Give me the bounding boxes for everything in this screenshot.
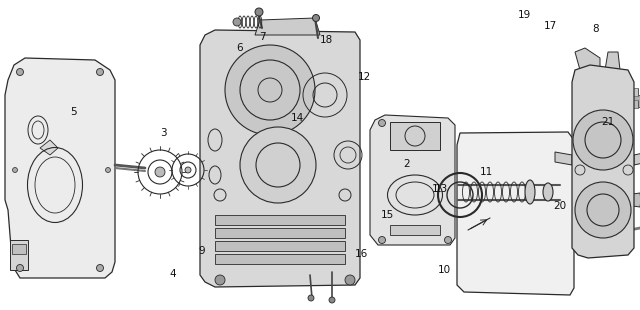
Text: 18: 18 <box>320 35 333 45</box>
Text: 4: 4 <box>170 269 176 279</box>
Text: 20: 20 <box>554 201 566 211</box>
Text: 7: 7 <box>259 32 266 42</box>
Circle shape <box>225 45 315 135</box>
Polygon shape <box>575 48 600 70</box>
Circle shape <box>329 297 335 303</box>
Bar <box>624 100 638 108</box>
Circle shape <box>106 167 111 172</box>
Circle shape <box>17 264 24 272</box>
Circle shape <box>312 15 319 21</box>
Circle shape <box>215 275 225 285</box>
Text: 21: 21 <box>602 117 614 127</box>
Circle shape <box>233 18 241 26</box>
Circle shape <box>573 110 633 170</box>
Circle shape <box>185 167 191 173</box>
Bar <box>215 254 345 264</box>
Ellipse shape <box>543 183 553 201</box>
Text: 5: 5 <box>70 107 77 117</box>
Bar <box>215 241 345 251</box>
Circle shape <box>308 295 314 301</box>
Ellipse shape <box>525 180 535 204</box>
Text: 3: 3 <box>160 128 166 138</box>
Bar <box>215 215 345 225</box>
Circle shape <box>97 69 104 76</box>
Text: 11: 11 <box>480 167 493 177</box>
Circle shape <box>17 69 24 76</box>
Polygon shape <box>634 152 640 165</box>
Circle shape <box>378 119 385 126</box>
Circle shape <box>97 264 104 272</box>
Text: 1: 1 <box>432 184 438 194</box>
Text: 17: 17 <box>544 21 557 31</box>
Circle shape <box>345 275 355 285</box>
Bar <box>215 228 345 238</box>
Bar <box>12 244 26 254</box>
Circle shape <box>445 237 451 243</box>
Bar <box>624 88 638 96</box>
Text: 8: 8 <box>592 24 598 34</box>
Text: 16: 16 <box>355 249 368 259</box>
Bar <box>390 122 440 150</box>
Polygon shape <box>572 65 634 258</box>
Polygon shape <box>40 140 58 155</box>
Circle shape <box>155 167 165 177</box>
Circle shape <box>255 8 263 16</box>
Bar <box>390 225 440 235</box>
Text: 12: 12 <box>358 73 371 82</box>
Text: 14: 14 <box>291 113 304 123</box>
Polygon shape <box>5 58 115 278</box>
Circle shape <box>13 167 17 172</box>
Polygon shape <box>200 30 360 287</box>
Polygon shape <box>370 115 455 245</box>
Text: 6: 6 <box>237 43 243 53</box>
Bar <box>10 240 28 270</box>
Text: 19: 19 <box>518 11 531 20</box>
Polygon shape <box>605 52 620 70</box>
Polygon shape <box>457 132 574 295</box>
Circle shape <box>378 237 385 243</box>
Text: 15: 15 <box>381 210 394 220</box>
Text: 2: 2 <box>403 159 410 169</box>
Text: 10: 10 <box>438 265 451 275</box>
Text: 9: 9 <box>198 246 205 256</box>
Circle shape <box>575 182 631 238</box>
Polygon shape <box>555 152 572 165</box>
Bar <box>624 95 640 107</box>
Text: 13: 13 <box>435 184 448 194</box>
Polygon shape <box>255 18 320 35</box>
Polygon shape <box>625 193 640 207</box>
Circle shape <box>240 127 316 203</box>
